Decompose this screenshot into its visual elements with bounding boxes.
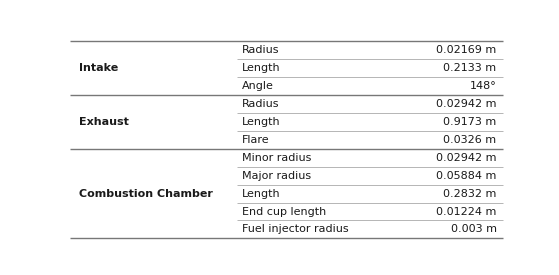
Text: 0.05884 m: 0.05884 m <box>436 171 496 181</box>
Text: 0.2133 m: 0.2133 m <box>443 63 496 73</box>
Text: 0.02942 m: 0.02942 m <box>436 153 496 163</box>
Text: Angle: Angle <box>242 81 274 91</box>
Text: 0.9173 m: 0.9173 m <box>443 117 496 127</box>
Text: 0.02942 m: 0.02942 m <box>436 99 496 109</box>
Text: 0.01224 m: 0.01224 m <box>436 207 496 216</box>
Text: Length: Length <box>242 63 281 73</box>
Text: 0.0326 m: 0.0326 m <box>443 135 496 145</box>
Text: Radius: Radius <box>242 45 280 56</box>
Text: Combustion Chamber: Combustion Chamber <box>78 189 212 199</box>
Text: 0.003 m: 0.003 m <box>451 224 496 235</box>
Text: Fuel injector radius: Fuel injector radius <box>242 224 348 235</box>
Text: Intake: Intake <box>78 63 118 73</box>
Text: Radius: Radius <box>242 99 280 109</box>
Text: Length: Length <box>242 117 281 127</box>
Text: 0.02169 m: 0.02169 m <box>437 45 496 56</box>
Text: Flare: Flare <box>242 135 269 145</box>
Text: Exhaust: Exhaust <box>78 117 129 127</box>
Text: 0.2832 m: 0.2832 m <box>443 189 496 199</box>
Text: 148°: 148° <box>470 81 496 91</box>
Text: Major radius: Major radius <box>242 171 311 181</box>
Text: Minor radius: Minor radius <box>242 153 311 163</box>
Text: Length: Length <box>242 189 281 199</box>
Text: End cup length: End cup length <box>242 207 326 216</box>
